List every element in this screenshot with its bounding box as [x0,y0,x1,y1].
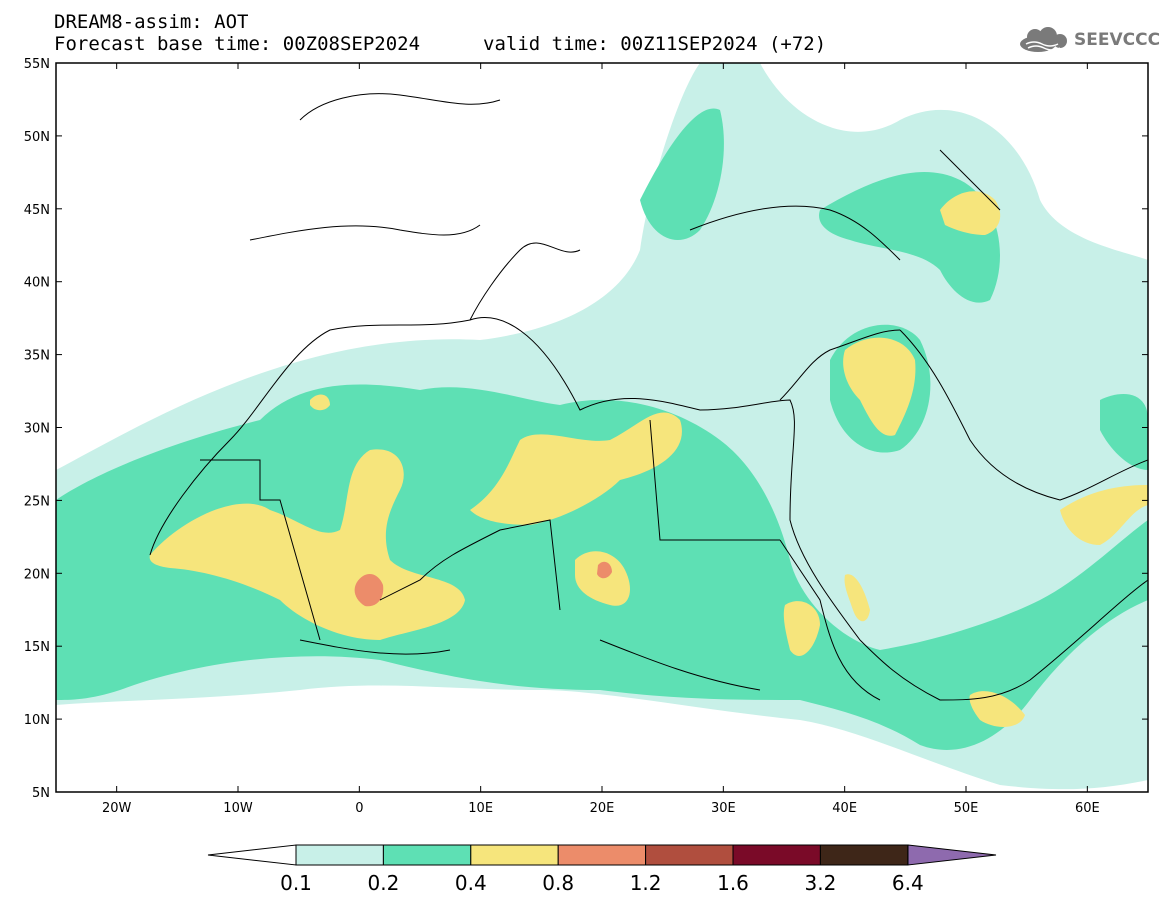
lat-label: 50N [24,130,50,145]
lat-label: 5N [32,786,50,801]
colorbar-label: 0.4 [455,871,487,895]
forecast-base-time: Forecast base time: 00Z08SEP2024 [54,33,421,55]
lat-label: 15N [24,640,50,655]
lon-label: 40E [832,801,857,816]
colorbar-label: 1.2 [630,871,662,895]
lat-label: 40N [24,276,50,291]
lat-label: 30N [24,422,50,437]
colorbar-box [470,844,559,866]
colorbar-box [645,844,734,866]
colorbar-box [557,844,647,866]
logo-text: SEEVCCC [1074,30,1161,50]
lat-label: 55N [24,57,50,72]
colorbar-label: 0.2 [367,871,399,895]
lat-label: 45N [24,203,50,218]
lon-label: 60E [1075,801,1100,816]
lon-label: 20E [590,801,615,816]
colorbar-label: 6.4 [892,871,924,895]
aot-field [56,63,1148,790]
colorbar-box [732,844,821,866]
lon-label: 10E [468,801,493,816]
lon-label: 10W [223,801,253,816]
lat-label: 25N [24,494,50,509]
model-title: DREAM8-assim: AOT [54,11,249,33]
lon-label: 30E [711,801,736,816]
lat-label: 20N [24,567,50,582]
lat-axis: 55N 50N 45N 40N 35N 30N 25N 20N 15N 10N 5N [24,57,1148,801]
colorbar-label: 0.1 [280,871,312,895]
cloud-icon [1020,27,1067,52]
lon-label: 20W [102,801,132,816]
lon-label: 0 [355,801,363,816]
colorbar-box [295,844,384,866]
coastlines [149,93,1148,701]
colorbar-box [382,844,472,866]
lat-label: 10N [24,713,50,728]
lon-label: 50E [954,801,979,816]
colorbar: 0.1 0.2 0.4 0.8 1.2 1.6 3.2 6.4 [207,844,997,895]
colorbar-label: 1.6 [717,871,749,895]
colorbar-box [819,844,909,866]
colorbar-label: 3.2 [804,871,836,895]
valid-time: valid time: 00Z11SEP2024 (+72) [483,33,827,55]
colorbar-label: 0.8 [542,871,574,895]
lon-axis: 20W 10W 0 10E 20E 30E 40E 50E 60E [102,63,1100,816]
lat-label: 35N [24,349,50,364]
